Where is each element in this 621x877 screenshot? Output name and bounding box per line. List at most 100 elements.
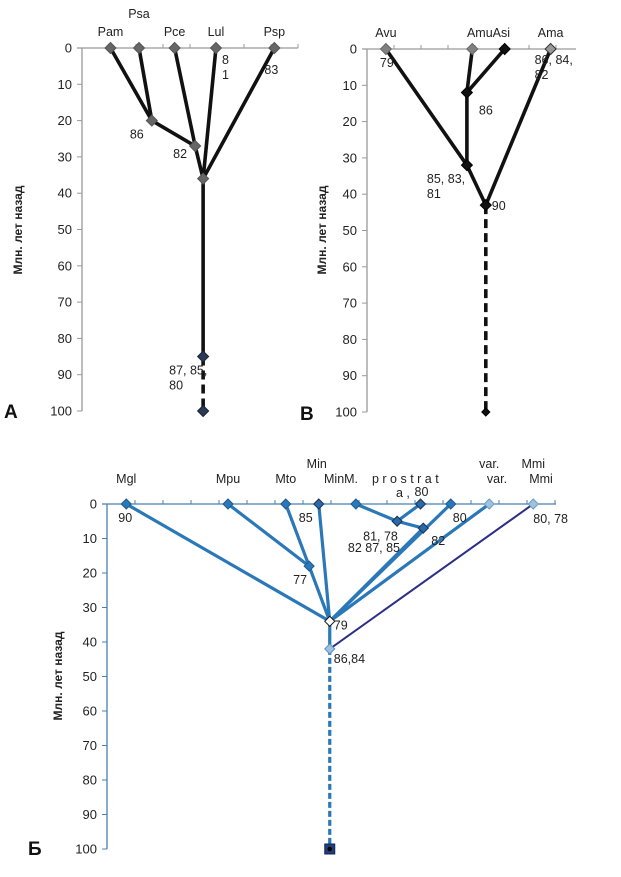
taxon-label-pam: Pam bbox=[98, 25, 124, 39]
y-tick-label: 0 bbox=[350, 42, 357, 57]
branch bbox=[227, 502, 311, 568]
taxon-label-var: var. bbox=[479, 457, 499, 471]
taxon-label-mpu: Mpu bbox=[216, 472, 240, 486]
node-marker bbox=[188, 139, 202, 153]
node-marker bbox=[196, 404, 210, 418]
header-prostrata-tail: a , bbox=[396, 486, 410, 500]
taxon-label-mto: Mto bbox=[275, 472, 296, 486]
y-tick-label: 70 bbox=[343, 296, 357, 311]
y-tick-label: 20 bbox=[83, 566, 97, 581]
branch bbox=[355, 502, 398, 523]
support-label: 80 bbox=[453, 511, 467, 525]
node-marker bbox=[280, 498, 292, 510]
node-marker bbox=[303, 560, 315, 572]
node-marker bbox=[460, 86, 474, 99]
y-tick-label: 10 bbox=[58, 77, 72, 92]
branch bbox=[317, 503, 332, 622]
panel-b-cyr-label: Б bbox=[28, 839, 42, 860]
node-marker bbox=[145, 114, 159, 127]
node-marker bbox=[209, 41, 223, 55]
branch bbox=[465, 164, 488, 206]
branch bbox=[465, 48, 475, 93]
branch bbox=[108, 47, 154, 122]
header-prostrata: p r o s t r a t bbox=[372, 472, 439, 486]
node-marker bbox=[460, 158, 474, 172]
node-marker bbox=[466, 42, 479, 56]
support-label: 86,84 bbox=[334, 652, 365, 666]
branch bbox=[137, 47, 154, 121]
y-tick-label: 90 bbox=[343, 368, 357, 383]
panel-b-cyr: Б Млн. лет назад MinM. p r o s t r a t a… bbox=[28, 457, 568, 860]
support-label: 85, 83, 81 bbox=[427, 172, 465, 201]
node-marker bbox=[445, 498, 457, 510]
y-tick-label: 60 bbox=[83, 704, 97, 719]
branch bbox=[150, 119, 197, 148]
y-tick-label: 50 bbox=[58, 222, 72, 237]
support-label: 90 bbox=[118, 511, 132, 525]
node-marker bbox=[168, 41, 181, 55]
support-label: 81, 78 bbox=[363, 529, 398, 543]
panel-b: В Млн. лет назад 0 10 20 30 40 50 60 70 80 90 100 A… bbox=[300, 26, 576, 425]
y-tick-label: 70 bbox=[83, 738, 97, 753]
panel-b-y-axis-label: Млн. лет назад bbox=[315, 185, 329, 274]
taxon-label-mgl: Mgl bbox=[116, 472, 136, 486]
node-marker bbox=[391, 515, 403, 527]
panel-a: А Млн. лет назад 0 10 20 30 40 50 60 70 80 90 100 P… bbox=[4, 7, 299, 423]
branch bbox=[172, 47, 197, 147]
y-tick-label: 60 bbox=[343, 259, 357, 274]
support-label: 79 bbox=[380, 56, 394, 70]
y-tick-label: 0 bbox=[65, 41, 72, 56]
support-label: 79 bbox=[334, 618, 348, 632]
taxon-label-pce: Pce bbox=[164, 25, 186, 39]
y-tick-label: 50 bbox=[83, 669, 97, 684]
branch bbox=[329, 503, 534, 650]
root-dot-marker bbox=[327, 846, 333, 852]
branch bbox=[193, 145, 205, 180]
taxon-label-avu: Avu bbox=[375, 26, 396, 40]
support-label: 82 bbox=[173, 147, 187, 161]
node-marker bbox=[132, 41, 146, 55]
node-marker bbox=[379, 42, 393, 56]
taxon-label-min: Min bbox=[307, 457, 327, 471]
support-label: 87, 85, 80 bbox=[169, 364, 207, 393]
y-tick-label: 60 bbox=[58, 258, 72, 273]
support-label: 82 87, 85 bbox=[348, 541, 400, 555]
taxon-label-ama: Ama bbox=[538, 26, 564, 40]
header-min-m: MinM. bbox=[324, 472, 358, 486]
support-label: 86 bbox=[479, 104, 493, 118]
branch bbox=[384, 47, 469, 167]
support-label: 86 bbox=[130, 128, 144, 142]
branch bbox=[484, 48, 553, 206]
y-tick-label: 40 bbox=[343, 187, 357, 202]
branch bbox=[328, 502, 491, 623]
y-tick-label: 30 bbox=[58, 149, 72, 164]
y-tick-label: 40 bbox=[83, 635, 97, 650]
panel-a-y-axis-label: Млн. лет назад bbox=[11, 185, 25, 274]
y-tick-label: 30 bbox=[343, 150, 357, 165]
y-tick-label: 90 bbox=[83, 807, 97, 822]
taxon-label-psp: Psp bbox=[264, 25, 286, 39]
y-tick-label: 10 bbox=[83, 531, 97, 546]
y-tick-label: 80 bbox=[83, 773, 97, 788]
branch bbox=[328, 502, 452, 623]
y-tick-label: 100 bbox=[50, 404, 72, 419]
taxon-label-amu-asi: AmuAsi bbox=[467, 26, 510, 40]
y-tick-label: 90 bbox=[58, 367, 72, 382]
support-label: 90 bbox=[492, 199, 506, 213]
header-var: var. bbox=[487, 472, 507, 486]
y-tick-label: 50 bbox=[343, 223, 357, 238]
panel-b-label: В bbox=[300, 404, 314, 425]
node-marker bbox=[196, 350, 210, 363]
node-marker bbox=[120, 498, 132, 510]
node-marker bbox=[414, 498, 427, 510]
support-label: 86, 84, 82 bbox=[535, 53, 573, 82]
support-label: 77 bbox=[293, 573, 307, 587]
y-tick-label: 30 bbox=[83, 600, 97, 615]
y-tick-label: 40 bbox=[58, 186, 72, 201]
support-label: 82 bbox=[431, 534, 445, 548]
node-marker bbox=[324, 643, 336, 655]
support-label: 80, 78 bbox=[533, 512, 568, 526]
node-marker bbox=[481, 407, 491, 417]
y-tick-label: 100 bbox=[75, 842, 97, 857]
